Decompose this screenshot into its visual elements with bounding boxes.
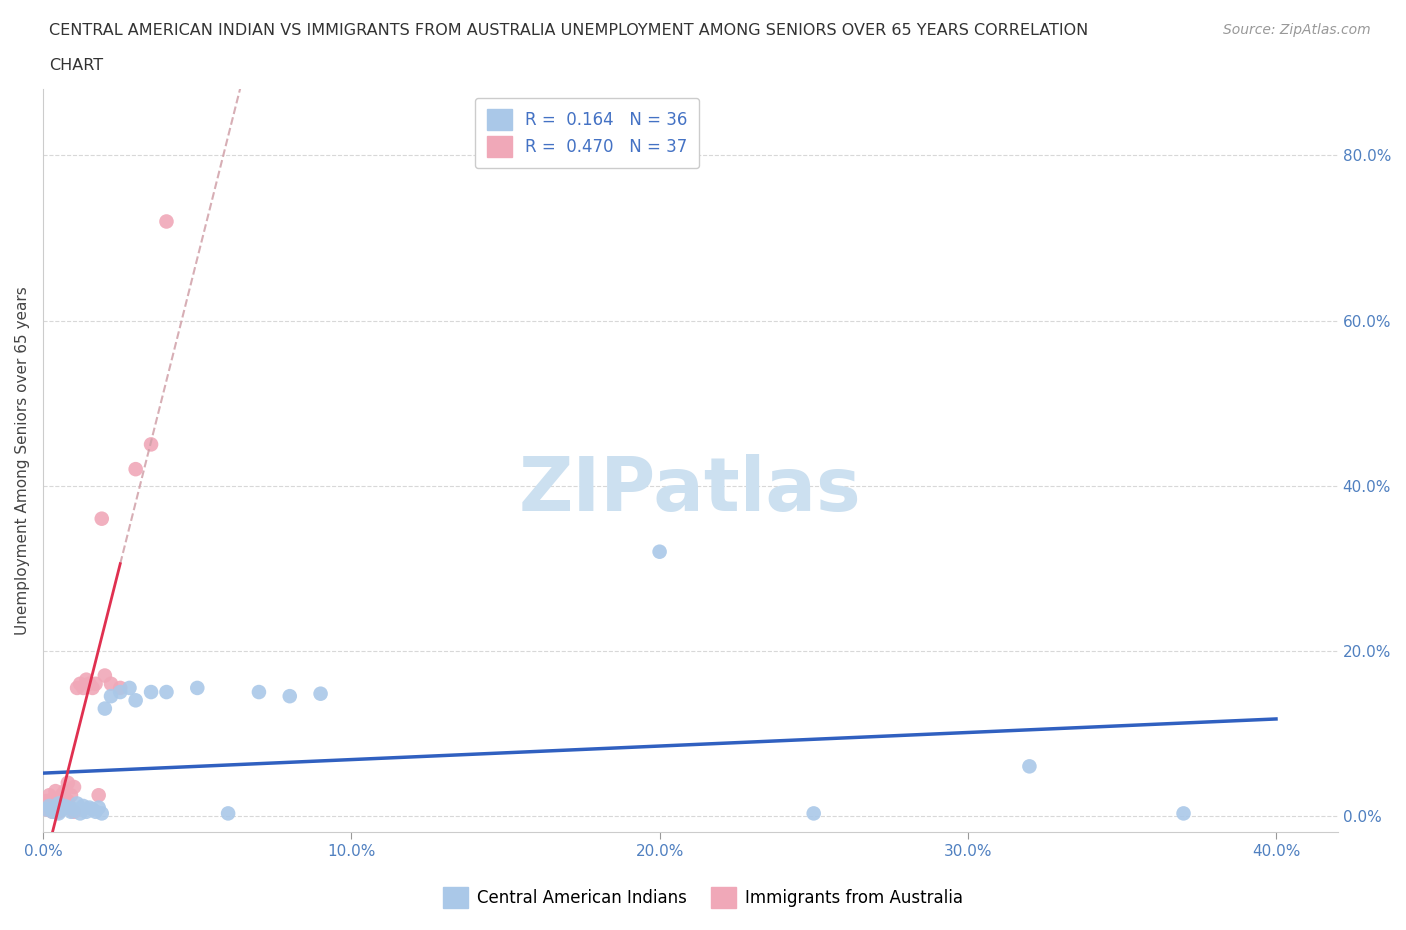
Point — [41, 792, 63, 807]
Point — [56, 776, 79, 790]
Point — [124, 461, 146, 476]
Point — [94, 701, 117, 716]
Point — [1018, 759, 1040, 774]
Point — [247, 684, 270, 699]
Point — [87, 800, 110, 815]
Point — [155, 684, 177, 699]
Point — [100, 689, 122, 704]
Text: CENTRAL AMERICAN INDIAN VS IMMIGRANTS FROM AUSTRALIA UNEMPLOYMENT AMONG SENIORS : CENTRAL AMERICAN INDIAN VS IMMIGRANTS FR… — [49, 23, 1088, 38]
Point — [94, 668, 117, 683]
Point — [72, 799, 94, 814]
Point — [124, 693, 146, 708]
Point — [186, 681, 208, 696]
Point — [309, 686, 332, 701]
Text: CHART: CHART — [49, 58, 103, 73]
Point — [59, 802, 82, 817]
Point — [139, 684, 162, 699]
Point — [41, 804, 63, 819]
Point — [44, 802, 66, 817]
Point — [118, 681, 141, 696]
Text: Source: ZipAtlas.com: Source: ZipAtlas.com — [1223, 23, 1371, 37]
Point — [87, 788, 110, 803]
Point — [90, 806, 112, 821]
Point — [51, 802, 73, 817]
Point — [217, 806, 239, 821]
Point — [69, 806, 91, 821]
Point — [51, 788, 73, 803]
Point — [66, 681, 89, 696]
Point — [48, 799, 70, 814]
Point — [72, 681, 94, 696]
Point — [82, 802, 104, 817]
Point — [35, 802, 58, 817]
Point — [48, 792, 70, 807]
Point — [56, 800, 79, 815]
Point — [66, 796, 89, 811]
Legend: Central American Indians, Immigrants from Australia: Central American Indians, Immigrants fro… — [436, 881, 970, 914]
Point — [648, 544, 671, 559]
Point — [44, 800, 66, 815]
Point — [155, 214, 177, 229]
Point — [79, 800, 101, 815]
Point — [75, 804, 97, 819]
Point — [110, 681, 132, 696]
Point — [56, 793, 79, 808]
Point — [82, 681, 104, 696]
Point — [48, 796, 70, 811]
Point — [35, 802, 58, 817]
Point — [41, 804, 63, 819]
Text: ZIPatlas: ZIPatlas — [519, 454, 862, 527]
Point — [75, 672, 97, 687]
Point — [79, 676, 101, 691]
Point — [48, 804, 70, 819]
Point — [110, 684, 132, 699]
Y-axis label: Unemployment Among Seniors over 65 years: Unemployment Among Seniors over 65 years — [15, 286, 30, 635]
Point — [53, 799, 76, 814]
Point — [59, 804, 82, 819]
Point — [63, 802, 86, 817]
Point — [53, 799, 76, 814]
Point — [278, 689, 301, 704]
Point — [803, 806, 825, 821]
Point — [51, 802, 73, 817]
Point — [38, 800, 60, 815]
Point — [51, 796, 73, 811]
Point — [38, 799, 60, 814]
Point — [35, 793, 58, 808]
Point — [100, 676, 122, 691]
Point — [38, 788, 60, 803]
Legend: R =  0.164   N = 36, R =  0.470   N = 37: R = 0.164 N = 36, R = 0.470 N = 37 — [475, 98, 699, 168]
Point — [84, 804, 107, 819]
Point — [53, 784, 76, 799]
Point — [69, 676, 91, 691]
Point — [48, 806, 70, 821]
Point — [90, 512, 112, 526]
Point — [1173, 806, 1195, 821]
Point — [63, 804, 86, 819]
Point — [63, 779, 86, 794]
Point — [84, 676, 107, 691]
Point — [44, 784, 66, 799]
Point — [59, 788, 82, 803]
Point — [139, 437, 162, 452]
